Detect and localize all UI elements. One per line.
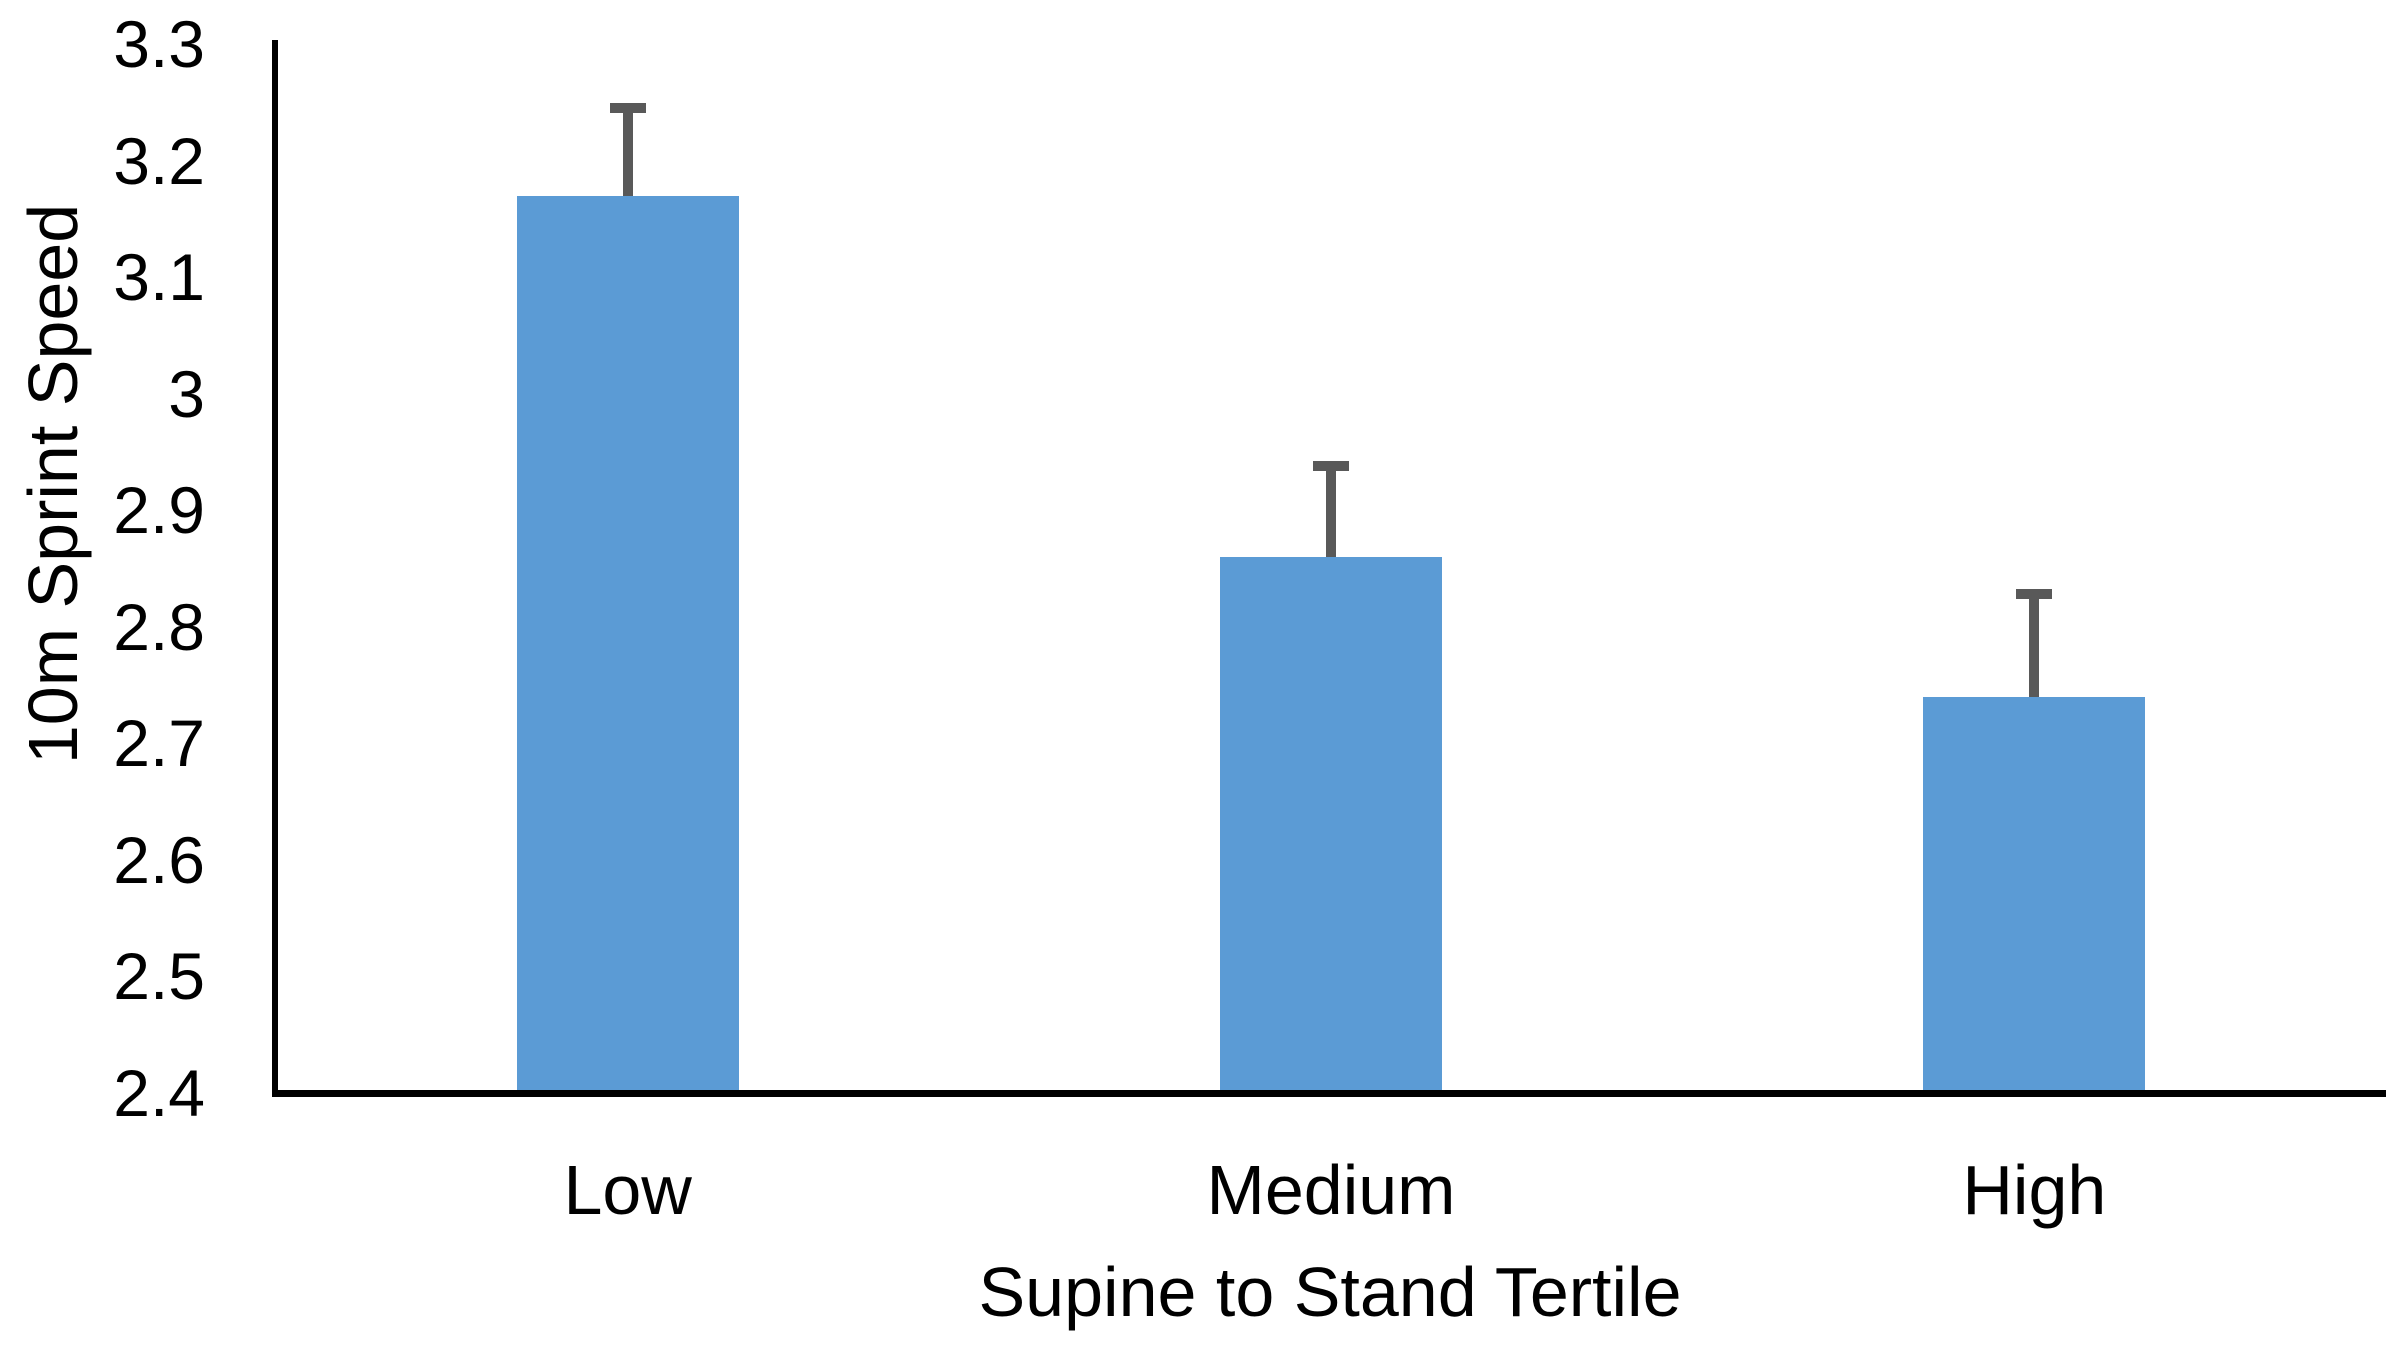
x-axis-line <box>272 1090 2386 1097</box>
y-tick-label: 3 <box>168 356 205 431</box>
error-bar-cap-low <box>609 103 646 114</box>
error-bar-cap-medium <box>1313 460 1349 471</box>
error-bar-line-high <box>2029 594 2040 697</box>
y-tick-label: 2.4 <box>113 1056 205 1130</box>
y-tick-label: 2.5 <box>113 939 205 1014</box>
y-tick-label: 2.7 <box>113 706 205 781</box>
y-tick-label: 3.2 <box>113 123 205 198</box>
y-tick-label: 2.9 <box>113 473 205 548</box>
error-bar-cap-high <box>2016 589 2053 600</box>
x-category-label-high: High <box>1962 1151 2107 1229</box>
x-category-label-medium: Medium <box>1206 1151 1456 1229</box>
error-bar-line-low <box>622 108 633 196</box>
bar-low <box>516 195 739 1090</box>
x-axis-title: Supine to Stand Tertile <box>978 1253 1682 1331</box>
y-tick-label: 2.8 <box>113 589 205 664</box>
error-bar-line-medium <box>1326 465 1336 557</box>
y-tick-label: 2.6 <box>113 822 205 897</box>
bar-medium <box>1220 556 1442 1090</box>
y-tick-label: 3.1 <box>113 240 205 315</box>
y-axis-line <box>272 40 278 1097</box>
y-tick-label: 3.3 <box>113 7 205 81</box>
y-axis-title: 10m Sprint Speed <box>14 203 92 765</box>
x-category-label-low: Low <box>563 1151 692 1229</box>
bar-high <box>1923 696 2146 1090</box>
